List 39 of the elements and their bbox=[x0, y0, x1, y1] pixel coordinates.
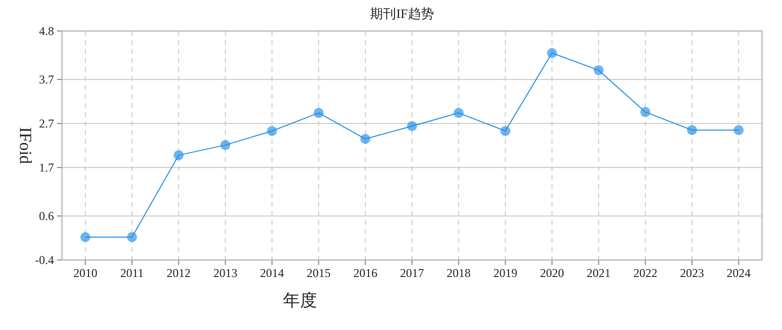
y-tick-label: 0.6 bbox=[39, 208, 54, 223]
x-tick-label: 2016 bbox=[353, 266, 378, 280]
x-tick-label: 2022 bbox=[633, 266, 658, 280]
x-tick-label: 2023 bbox=[680, 266, 704, 280]
x-tick-label: 2013 bbox=[213, 266, 238, 280]
y-tick-label: 1.7 bbox=[39, 160, 54, 175]
point bbox=[267, 126, 277, 136]
point bbox=[687, 125, 697, 136]
x-tick-label: 2011 bbox=[120, 266, 144, 280]
point bbox=[80, 232, 90, 242]
point bbox=[547, 48, 557, 58]
y-tick-label: 3.7 bbox=[39, 72, 54, 86]
y-axis-title: IFoid bbox=[16, 127, 35, 164]
point bbox=[360, 134, 370, 144]
chart-title: 期刊IF趋势 bbox=[370, 6, 434, 21]
point bbox=[594, 65, 604, 76]
x-tick-label: 2024 bbox=[726, 266, 751, 280]
y-tick-label: 4.8 bbox=[39, 24, 54, 38]
x-axis-title: 年度 bbox=[283, 291, 317, 310]
point bbox=[640, 107, 650, 118]
point bbox=[454, 108, 464, 118]
point bbox=[407, 121, 417, 132]
x-tick-label: 2020 bbox=[540, 266, 564, 280]
x-tick-label: 2017 bbox=[400, 266, 424, 280]
x-tick-label: 2012 bbox=[166, 266, 191, 280]
point bbox=[174, 150, 184, 160]
point bbox=[220, 140, 230, 150]
point bbox=[314, 108, 324, 118]
x-tick-label: 2019 bbox=[493, 266, 518, 280]
point bbox=[127, 232, 137, 242]
y-tick-label: -0.4 bbox=[35, 253, 54, 267]
point bbox=[734, 125, 744, 136]
x-tick-label: 2021 bbox=[586, 266, 611, 280]
x-tick-label: 2015 bbox=[306, 266, 331, 280]
x-tick-label: 2010 bbox=[73, 266, 98, 280]
point bbox=[500, 126, 510, 136]
y-tick-label: 2.7 bbox=[39, 116, 54, 130]
x-tick-label: 2018 bbox=[446, 266, 471, 280]
x-tick-label: 2014 bbox=[260, 266, 284, 280]
